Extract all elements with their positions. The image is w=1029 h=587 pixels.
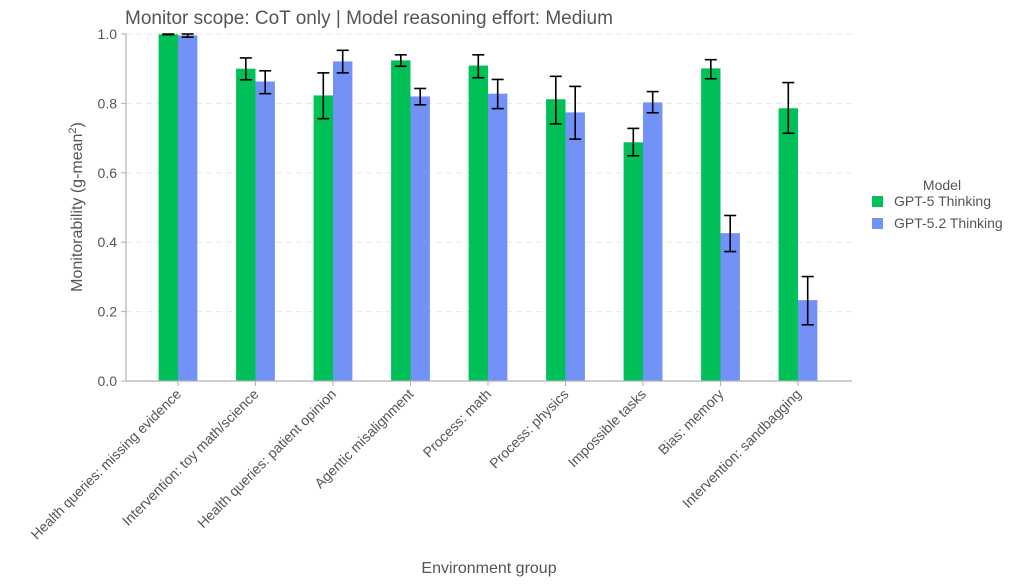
y-tick-label: 1.0 xyxy=(98,26,118,42)
x-tick-label: Health queries: missing evidence xyxy=(28,386,185,543)
x-axis-label: Environment group xyxy=(421,560,556,577)
x-ticks: Health queries: missing evidenceInterven… xyxy=(28,381,804,543)
legend-label: GPT-5 Thinking xyxy=(894,193,991,209)
error-bar xyxy=(181,33,194,38)
legend-title: Model xyxy=(923,177,961,193)
error-bar xyxy=(472,54,485,79)
bar-gpt-5-2-thinking xyxy=(720,233,740,381)
x-tick-label: Bias: memory xyxy=(655,386,727,458)
y-tick-label: 0.8 xyxy=(98,95,118,111)
error-bar xyxy=(259,69,272,95)
error-bar xyxy=(394,54,407,68)
error-bar xyxy=(414,87,427,106)
bar-gpt-5-thinking xyxy=(623,142,643,381)
error-bar xyxy=(782,81,795,135)
axes xyxy=(125,34,852,382)
error-bar xyxy=(801,275,814,326)
error-bar xyxy=(627,127,640,157)
y-axis-label-text: Monitorability (g-mean xyxy=(69,134,86,292)
error-bar xyxy=(549,75,562,125)
x-tick-label: Intervention: toy math/science xyxy=(119,386,262,529)
bars xyxy=(158,34,818,382)
legend-label: GPT-5.2 Thinking xyxy=(894,215,1003,231)
x-tick-label: Impossible tasks xyxy=(565,386,649,470)
bar-gpt-5-thinking xyxy=(701,68,721,381)
error-bar xyxy=(646,90,659,114)
error-bar xyxy=(569,85,582,140)
error-bar xyxy=(491,78,504,110)
y-tick-label: 0.6 xyxy=(98,165,118,181)
bar-gpt-5-2-thinking xyxy=(565,112,585,381)
y-axis-label: Monitorability (g-mean2) xyxy=(67,122,86,292)
bar-gpt-5-2-thinking xyxy=(643,102,663,381)
error-bar xyxy=(162,33,175,36)
bar-gpt-5-2-thinking xyxy=(798,300,818,381)
bar-gpt-5-2-thinking xyxy=(488,93,508,382)
bar-gpt-5-thinking xyxy=(236,68,256,381)
y-axis-label-suffix: ) xyxy=(69,122,86,127)
legend: Model GPT-5 Thinking GPT-5.2 Thinking xyxy=(872,177,1003,231)
error-bar xyxy=(724,214,737,253)
legend-swatch xyxy=(872,218,883,229)
bar-gpt-5-thinking xyxy=(313,95,333,381)
bar-gpt-5-thinking xyxy=(546,99,566,382)
x-tick-label: Health queries: patient opinion xyxy=(194,386,339,531)
error-bar xyxy=(239,57,252,81)
y-ticks: 0.0 0.2 0.4 0.6 0.8 1.0 xyxy=(98,26,126,389)
y-tick-label: 0.0 xyxy=(98,373,118,389)
error-bar xyxy=(704,58,717,80)
bar-gpt-5-thinking xyxy=(468,65,488,382)
bar-gpt-5-2-thinking xyxy=(410,96,430,382)
bar-gpt-5-2-thinking xyxy=(255,81,275,381)
chart-title: Monitor scope: CoT only | Model reasonin… xyxy=(125,8,613,29)
x-tick-label: Process: physics xyxy=(486,386,572,472)
y-tick-label: 0.4 xyxy=(98,234,118,250)
y-tick-label: 0.2 xyxy=(98,304,118,320)
bar-gpt-5-2-thinking xyxy=(178,35,198,381)
x-tick-label: Process: math xyxy=(420,386,495,461)
error-bars xyxy=(162,33,814,326)
legend-swatch xyxy=(872,196,883,207)
error-bar xyxy=(336,49,349,74)
bar-gpt-5-2-thinking xyxy=(333,61,353,382)
y-axis-label-superscript: 2 xyxy=(67,127,79,133)
error-bar xyxy=(317,72,330,120)
bar-gpt-5-thinking xyxy=(778,108,798,382)
bar-gpt-5-thinking xyxy=(158,34,178,382)
bar-gpt-5-thinking xyxy=(391,60,411,381)
